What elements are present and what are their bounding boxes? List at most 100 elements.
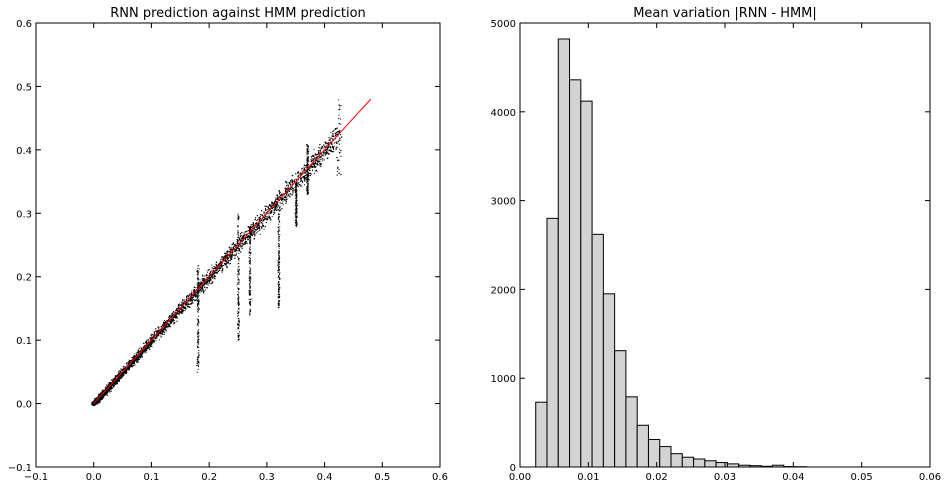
scatter-point <box>301 167 303 169</box>
scatter-point <box>275 197 277 199</box>
scatter-point <box>217 265 219 267</box>
scatter-point <box>245 234 247 235</box>
scatter-point <box>142 346 144 348</box>
scatter-point <box>311 158 313 160</box>
scatter-point <box>235 254 237 256</box>
scatter-point <box>252 232 254 234</box>
scatter-point <box>263 228 265 230</box>
scatter-point <box>167 324 169 326</box>
scatter-point <box>305 171 307 173</box>
scatter-point <box>131 365 133 367</box>
scatter-point <box>157 334 159 336</box>
scatter-point <box>331 146 333 148</box>
scatter-point <box>265 217 267 219</box>
scatter-point <box>322 160 324 162</box>
scatter-point <box>281 197 283 199</box>
scatter-point <box>217 269 219 271</box>
scatter-point <box>194 300 196 302</box>
scatter-point <box>108 388 109 389</box>
scatter-point <box>318 146 320 148</box>
scatter-point <box>332 134 334 136</box>
scatter-point <box>240 234 242 236</box>
scatter-point <box>328 139 330 141</box>
scatter-point <box>197 286 199 288</box>
scatter-point <box>337 166 339 168</box>
scatter-point <box>330 149 332 151</box>
scatter-point <box>261 222 263 224</box>
scatter-point <box>224 255 226 257</box>
scatter-point <box>141 348 143 350</box>
scatter-point <box>181 304 183 306</box>
scatter-point <box>259 233 261 235</box>
scatter-point <box>225 256 227 257</box>
scatter-point <box>140 355 142 357</box>
scatter-point <box>192 296 194 297</box>
scatter-point <box>199 292 201 294</box>
scatter-point <box>126 362 128 364</box>
scatter-point <box>269 216 270 218</box>
scatter-point <box>211 274 213 275</box>
scatter-point <box>330 131 332 133</box>
scatter-point <box>235 248 237 250</box>
scatter-point <box>289 193 291 194</box>
scatter-point <box>327 141 329 143</box>
scatter-point <box>225 256 226 258</box>
scatter-point <box>182 308 184 310</box>
scatter-point <box>312 166 313 168</box>
scatter-point <box>299 184 301 186</box>
scatter-point <box>281 199 283 201</box>
scatter-point <box>308 179 310 181</box>
scatter-point <box>282 197 284 199</box>
scatter-point <box>328 145 330 147</box>
scatter-point <box>335 133 337 135</box>
scatter-point <box>286 195 288 197</box>
scatter-point <box>243 234 244 236</box>
scatter-point <box>141 354 143 356</box>
scatter-point <box>282 200 284 202</box>
scatter-point <box>242 240 244 242</box>
scatter-point <box>327 149 329 151</box>
scatter-point <box>191 293 192 295</box>
scatter-point <box>258 230 260 232</box>
scatter-point <box>181 307 183 309</box>
scatter-point <box>271 205 273 207</box>
scatter-point <box>262 223 264 225</box>
scatter-point <box>170 313 172 315</box>
scatter-point <box>157 327 159 329</box>
scatter-point <box>185 307 187 309</box>
scatter-point <box>276 207 278 208</box>
scatter-point <box>132 364 134 366</box>
scatter-point <box>182 301 184 303</box>
scatter-point <box>271 215 273 217</box>
scatter-point <box>272 208 274 210</box>
scatter-point <box>101 391 103 393</box>
scatter-point <box>322 157 324 159</box>
scatter-point <box>164 320 165 322</box>
scatter-point <box>315 166 317 168</box>
scatter-point <box>325 153 327 155</box>
scatter-point <box>275 210 277 212</box>
scatter-point <box>286 198 288 200</box>
scatter-point <box>288 195 290 197</box>
scatter-point <box>146 339 148 341</box>
scatter-point <box>288 182 290 184</box>
scatter-point <box>126 367 128 369</box>
scatter-point <box>298 183 300 185</box>
scatter-point <box>239 236 241 238</box>
scatter-point <box>153 342 155 344</box>
scatter-point <box>336 170 338 172</box>
scatter-point <box>117 381 119 383</box>
scatter-point <box>268 216 270 218</box>
scatter-point <box>146 346 148 348</box>
scatter-point <box>325 150 326 152</box>
scatter-point <box>233 245 235 247</box>
scatter-point <box>210 272 211 274</box>
scatter-point <box>263 220 265 222</box>
scatter-point <box>139 357 141 359</box>
scatter-point <box>250 233 252 235</box>
scatter-point <box>234 255 236 257</box>
scatter-point <box>235 251 237 253</box>
scatter-point <box>294 179 296 181</box>
scatter-point <box>200 285 202 287</box>
